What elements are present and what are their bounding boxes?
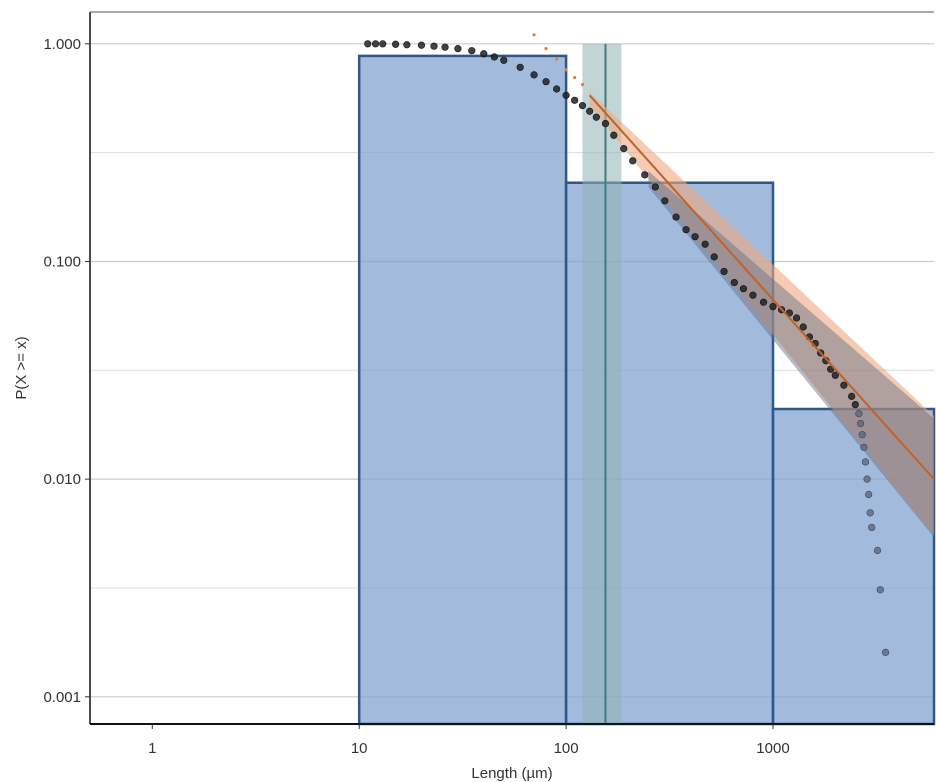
data-point [517,64,524,71]
data-point [861,444,868,451]
x-tick-labels: 1 10 100 1000 [148,724,790,757]
x-tick-label: 100 [554,740,579,757]
x-axis-title: Length (µm) [471,765,552,782]
data-point [865,491,872,498]
data-point [862,459,869,466]
data-point [793,315,800,322]
data-point [442,44,449,51]
data-point [364,41,371,48]
x-tick-label: 10 [351,740,368,757]
y-tick-labels: 0.001 0.010 0.100 1.000 [43,36,90,706]
data-point [392,41,399,48]
data-point [721,268,728,275]
data-point [543,78,550,85]
data-point [731,279,738,286]
data-point [874,547,881,554]
data-point [610,132,617,139]
data-point [702,241,709,248]
data-point [852,401,859,408]
data-point [877,587,884,594]
data-point [662,197,669,204]
data-point [372,41,379,48]
data-point [652,184,659,191]
data-point [848,393,855,400]
data-point [740,285,747,292]
data-point [602,120,609,127]
data-point [431,43,438,50]
xmin-uncertainty-band [582,44,621,724]
data-point [404,41,411,48]
data-point [480,50,487,57]
data-point [491,54,498,61]
data-point [629,158,636,165]
data-point [770,303,777,310]
data-point [501,57,508,64]
data-point [620,145,627,152]
data-point [683,226,690,233]
data-point [468,47,475,54]
data-point [750,292,757,299]
data-point [859,431,866,438]
data-point [586,108,593,115]
data-point [455,45,462,52]
data-point [531,72,538,79]
data-point [673,214,680,221]
data-point [711,254,718,261]
fit-extension-point [532,33,535,36]
data-point [692,233,699,240]
data-point [641,172,648,179]
fit-extension-point [573,76,576,79]
data-point [553,86,560,93]
fit-extension-point [581,83,584,86]
data-point [867,510,874,517]
data-point [760,299,767,306]
data-point [593,114,600,121]
xmin-estimate [582,44,621,724]
data-point [882,649,889,656]
fit-extension-point [555,58,558,61]
data-point [571,97,578,104]
fit-extension-point [544,47,547,50]
data-point [857,420,864,427]
histogram-bar [359,56,566,724]
data-point [418,42,425,49]
data-point [841,382,848,389]
y-tick-label: 0.001 [43,689,81,706]
data-point [563,92,570,99]
data-point [868,524,875,531]
y-tick-label: 0.010 [43,471,81,488]
y-tick-label: 1.000 [43,36,81,53]
y-tick-label: 0.100 [43,253,81,270]
data-point [856,410,863,417]
data-point [579,102,586,109]
y-axis-title: P(X >= x) [13,336,30,399]
data-point [864,476,871,483]
x-tick-label: 1000 [756,740,789,757]
x-tick-label: 1 [148,740,156,757]
fit-extension-point [564,68,567,71]
data-point [379,41,386,48]
